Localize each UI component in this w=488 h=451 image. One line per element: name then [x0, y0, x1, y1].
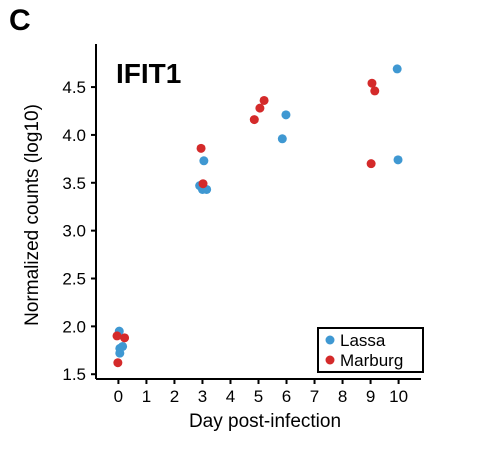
point-marburg	[113, 358, 123, 368]
y-tick-label: 2.0	[62, 317, 86, 336]
x-tick-label: 9	[366, 387, 375, 406]
legend-label-lassa: Lassa	[340, 331, 386, 350]
point-lassa	[393, 155, 403, 165]
point-lassa	[281, 110, 291, 120]
panel-label: C	[9, 4, 31, 37]
y-tick-label: 2.5	[62, 270, 86, 289]
x-axis-title: Day post-infection	[189, 411, 341, 432]
point-marburg	[255, 103, 265, 113]
point-lassa	[392, 64, 402, 74]
point-marburg	[198, 179, 208, 189]
x-tick-label: 2	[170, 387, 179, 406]
y-tick-label: 4.5	[62, 78, 86, 97]
x-tick-label: 4	[226, 387, 235, 406]
point-marburg	[259, 95, 269, 105]
legend-box	[317, 327, 424, 373]
x-tick-label: 8	[338, 387, 347, 406]
x-tick-label: 6	[282, 387, 291, 406]
point-marburg	[249, 115, 259, 125]
point-marburg	[367, 78, 377, 88]
y-tick-label: 3.0	[62, 222, 86, 241]
point-marburg	[370, 86, 380, 96]
y-tick-label: 3.5	[62, 174, 86, 193]
point-lassa	[277, 134, 287, 144]
point-marburg	[366, 159, 376, 169]
x-tick-label: 3	[198, 387, 207, 406]
y-tick-label: 1.5	[62, 365, 86, 384]
legend-marker-marburg	[325, 355, 335, 365]
point-marburg	[196, 143, 206, 153]
x-tick-label: 5	[254, 387, 263, 406]
legend: Lassa Marburg	[317, 327, 424, 373]
point-marburg	[120, 333, 130, 343]
x-tick-label: 1	[142, 387, 151, 406]
y-axis-title: Normalized counts (log10)	[22, 104, 43, 326]
legend-label-marburg: Marburg	[340, 351, 403, 370]
x-tick-label: 10	[389, 387, 408, 406]
point-lassa	[199, 156, 209, 166]
y-tick-label: 4.0	[62, 126, 86, 145]
point-marburg	[112, 331, 122, 341]
x-tick-label: 7	[310, 387, 319, 406]
legend-marker-lassa	[325, 335, 335, 345]
chart-title: IFIT1	[116, 58, 181, 89]
data-points	[112, 64, 403, 368]
axes: 1.5 2.0 2.5 3.0 3.5 4.0 4.5 0 1 2 3 4 5 6 7 8 9 10	[62, 44, 421, 406]
point-lassa	[115, 348, 125, 358]
x-tick-label: 0	[114, 387, 123, 406]
